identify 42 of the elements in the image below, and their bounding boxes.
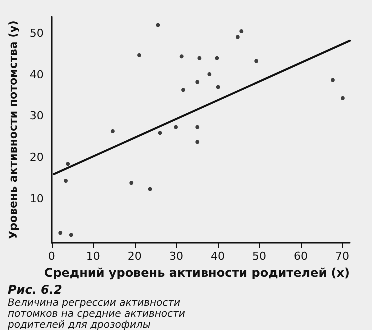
point <box>254 59 259 64</box>
point <box>182 88 186 92</box>
point <box>180 54 184 59</box>
point <box>69 233 74 238</box>
y-tick-label: 20 <box>30 150 44 164</box>
x-tick-label: 20 <box>128 250 142 263</box>
point <box>148 187 152 192</box>
y-tick-label: 10 <box>30 192 44 206</box>
text: Рис. 6.2 <box>8 283 62 297</box>
point <box>58 231 63 236</box>
x-tick-label: 60 <box>294 250 308 263</box>
point <box>138 53 142 58</box>
point <box>156 23 160 28</box>
y-tick-label: 30 <box>30 110 44 123</box>
point <box>216 85 220 90</box>
x-tick-label: 40 <box>210 250 225 263</box>
y-tick-label: 50 <box>30 27 44 40</box>
point <box>158 131 162 136</box>
point <box>330 78 335 82</box>
y-tick-label: 40 <box>30 68 44 82</box>
point <box>110 129 115 134</box>
point <box>196 80 200 84</box>
point <box>240 29 244 34</box>
text: Величина регрессии активности потомков на средние активности родителей для дрозофилы <box>7 298 189 330</box>
point <box>198 56 202 60</box>
point <box>208 72 212 76</box>
x-tick-label: 70 <box>336 250 350 263</box>
y-axis-title: Уровень активности потомства (y) <box>7 20 20 240</box>
point <box>236 35 240 40</box>
point <box>66 162 70 166</box>
point <box>130 181 134 186</box>
point <box>196 125 200 130</box>
x-tick-label: 50 <box>252 250 266 263</box>
x-tick-label: 0 <box>48 250 56 263</box>
point <box>64 179 68 184</box>
point <box>174 125 178 130</box>
x-axis-title: Средний уровень активности родителей (x) <box>44 266 350 280</box>
point <box>215 56 220 60</box>
point <box>340 96 345 100</box>
x-tick-label: 30 <box>169 250 184 263</box>
point <box>196 140 200 144</box>
x-tick-label: 10 <box>86 250 100 263</box>
